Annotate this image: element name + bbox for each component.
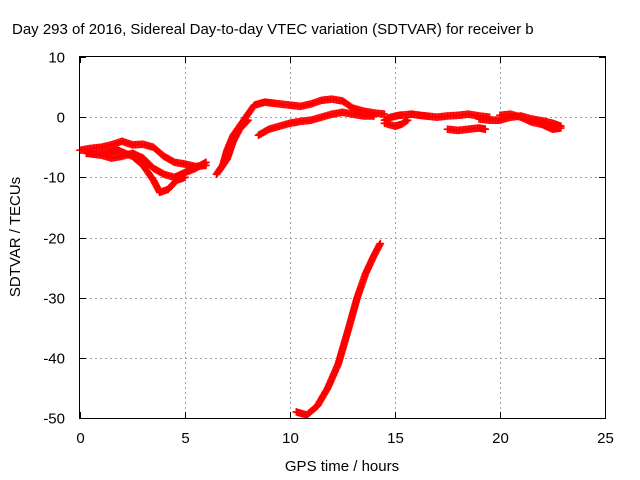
y-tick-label: -10 bbox=[43, 170, 65, 187]
series-arc-7 bbox=[292, 239, 385, 419]
data-point bbox=[243, 117, 251, 126]
y-tick-label: -30 bbox=[43, 291, 65, 308]
y-tick-label: -20 bbox=[43, 231, 65, 248]
y-tick-label: -50 bbox=[43, 411, 65, 428]
data-marks bbox=[76, 95, 565, 419]
data-point bbox=[403, 116, 412, 124]
data-point bbox=[244, 116, 252, 124]
x-tick-label: 20 bbox=[492, 430, 509, 447]
plot-frame bbox=[79, 56, 606, 419]
data-point bbox=[380, 110, 389, 118]
axis-ticks bbox=[80, 57, 606, 419]
data-point bbox=[181, 173, 189, 182]
data-point bbox=[481, 125, 490, 133]
x-axis-label: GPS time / hours bbox=[285, 458, 399, 475]
x-tick-label: 0 bbox=[76, 430, 84, 447]
chart-title: Day 293 of 2016, Sidereal Day-to-day VTE… bbox=[12, 21, 534, 38]
series-arc-5 bbox=[214, 116, 252, 176]
data-point bbox=[370, 112, 378, 120]
series-arc-3 bbox=[97, 146, 189, 197]
x-tick-label: 5 bbox=[181, 430, 189, 447]
series-arc-9 bbox=[380, 116, 412, 130]
series-arc-12 bbox=[496, 110, 565, 133]
series-arc-10 bbox=[443, 124, 490, 135]
series-arc-4 bbox=[212, 95, 389, 179]
y-tick-label: -40 bbox=[43, 351, 65, 368]
data-point bbox=[202, 158, 210, 167]
y-tick-label: 10 bbox=[48, 50, 65, 67]
x-tick-label: 25 bbox=[597, 430, 614, 447]
data-point bbox=[557, 124, 565, 132]
series-arc-1 bbox=[76, 137, 210, 171]
tick-labels: 0 5 10 15 20 25 -50 -40 -30 -20 -10 0 10 bbox=[43, 50, 614, 448]
y-axis-label: SDTVAR / TECUs bbox=[7, 177, 24, 297]
series-arc-8 bbox=[380, 110, 494, 124]
x-tick-label: 10 bbox=[282, 430, 299, 447]
y-tick-label: 0 bbox=[57, 110, 65, 127]
x-tick-label: 15 bbox=[387, 430, 404, 447]
series-arc-6 bbox=[254, 108, 378, 140]
data-point bbox=[376, 239, 385, 248]
